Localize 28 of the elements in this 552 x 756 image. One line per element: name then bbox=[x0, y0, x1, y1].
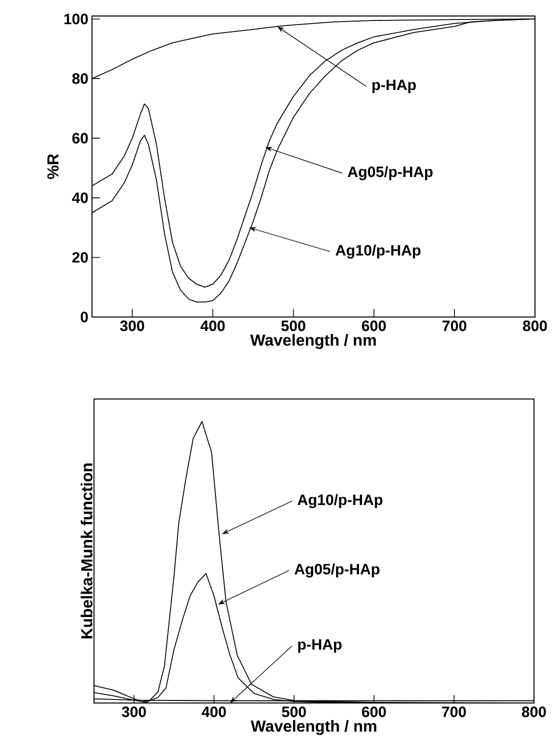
x-tick-label: 600 bbox=[362, 320, 386, 332]
x-tick-label: 500 bbox=[282, 706, 306, 718]
annotation: Ag10/p-HAp bbox=[336, 244, 420, 259]
annotation: Ag05/p-HAp bbox=[294, 563, 380, 578]
y-tick-label: 20 bbox=[72, 252, 88, 263]
x-tick-label: 600 bbox=[362, 706, 386, 718]
x-tick-label: 700 bbox=[442, 706, 466, 718]
x-tick-label: 500 bbox=[281, 320, 306, 332]
annotation: p-HAp bbox=[298, 639, 342, 653]
annotation: Ag05/p-HAp bbox=[348, 166, 433, 180]
annotation: Ag10/p-HAp bbox=[298, 494, 382, 508]
x-tick-label: 400 bbox=[202, 706, 226, 718]
y-tick-label: 40 bbox=[72, 192, 88, 204]
y-tick-label: 100 bbox=[64, 14, 88, 24]
y-tick-label: 80 bbox=[72, 73, 88, 84]
x-tick-label: 300 bbox=[122, 706, 146, 718]
annotation: p-HAp bbox=[372, 80, 416, 94]
x-tick-label: 400 bbox=[200, 320, 225, 332]
x-tick-label: 700 bbox=[442, 320, 466, 332]
y-axis-title: %R bbox=[47, 154, 59, 179]
y-tick-label: 60 bbox=[72, 132, 88, 144]
x-tick-label: 800 bbox=[522, 706, 546, 718]
y-tick-label: 0 bbox=[80, 312, 88, 322]
y-axis-title: Kubelka-Munk function bbox=[80, 464, 92, 638]
x-axis-title: Wavelength / nm bbox=[250, 720, 376, 736]
x-tick-label: 800 bbox=[522, 320, 547, 332]
x-axis-title: Wavelength / nm bbox=[250, 334, 376, 350]
x-tick-label: 300 bbox=[120, 320, 144, 332]
